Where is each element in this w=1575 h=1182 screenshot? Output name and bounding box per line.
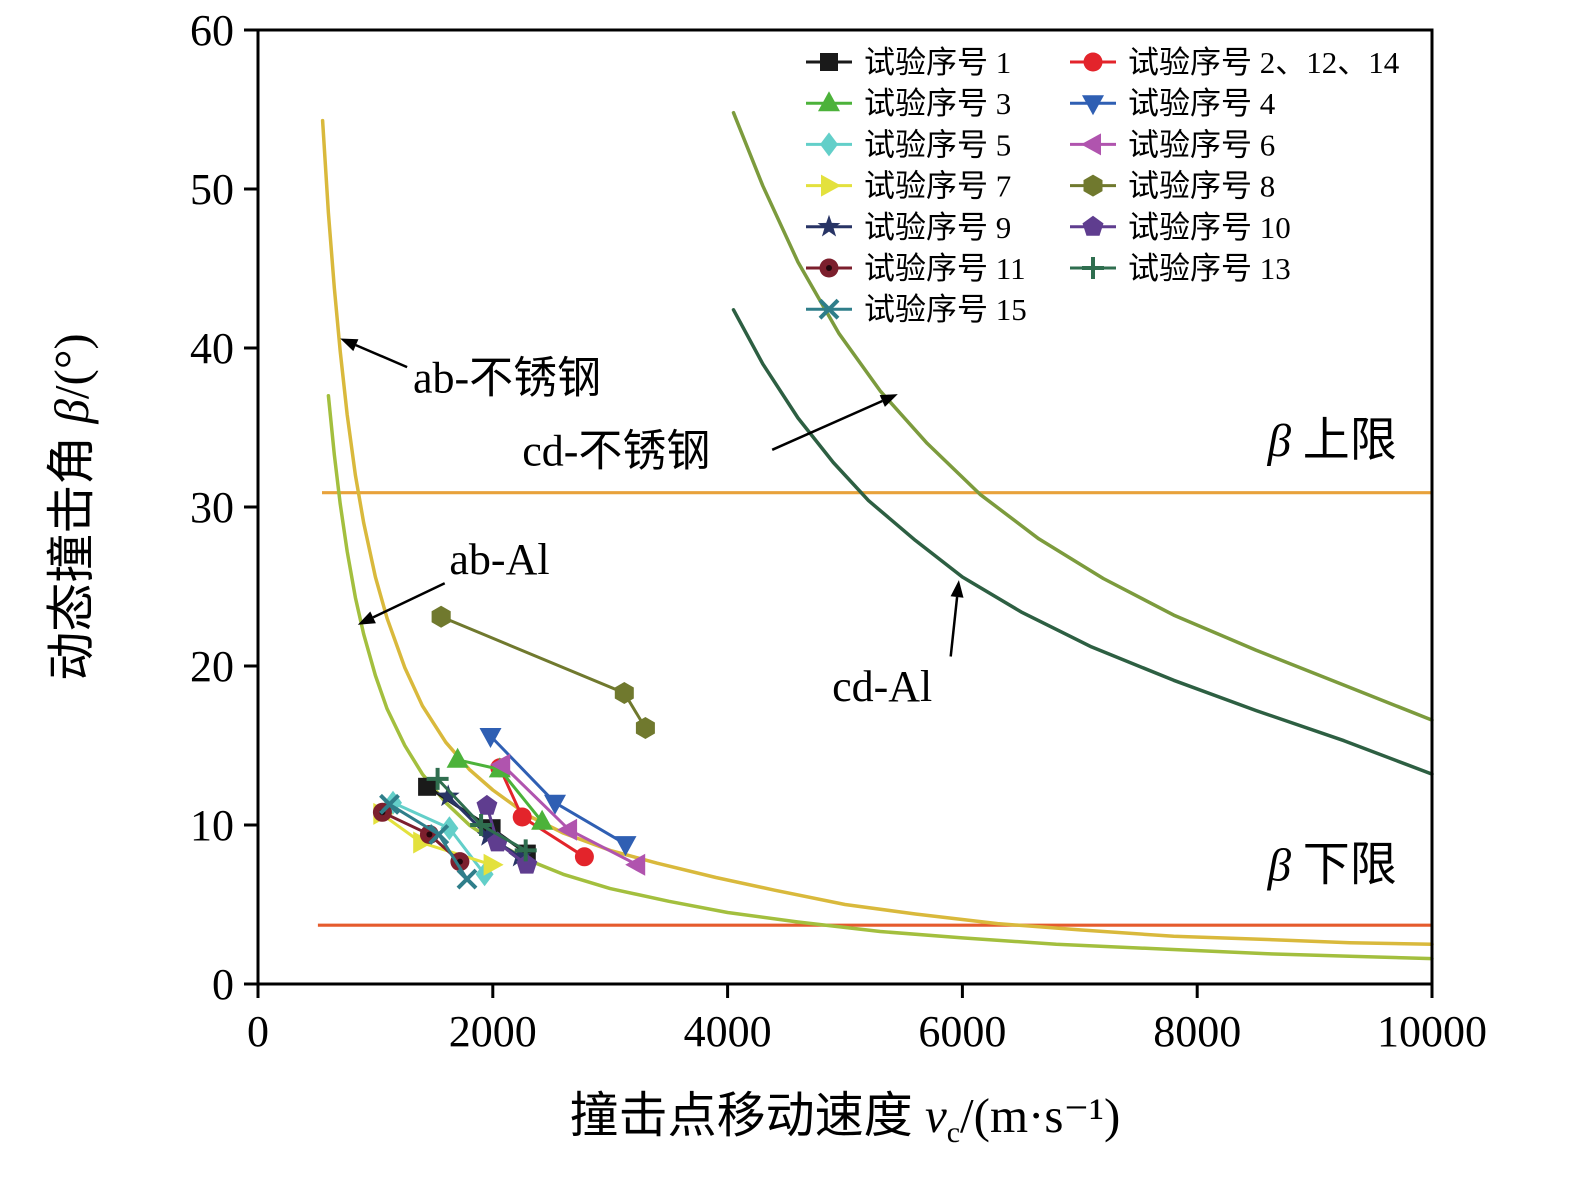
- x-tick-label: 4000: [684, 1007, 772, 1056]
- y-tick-label: 50: [190, 165, 234, 214]
- series-10: [476, 794, 538, 874]
- y-tick-label: 10: [190, 801, 234, 850]
- legend-label: 试验序号 9: [864, 210, 1011, 245]
- annotation-label: cd-不锈钢: [522, 427, 710, 476]
- legend-label: 试验序号 3: [864, 86, 1011, 121]
- annotation-label: ab-不锈钢: [413, 354, 601, 403]
- legend-label: 试验序号 2、12、14: [1128, 45, 1400, 80]
- legend-item-11: 试验序号 11: [806, 251, 1026, 286]
- x-tick-label: 2000: [449, 1007, 537, 1056]
- legend-item-9: 试验序号 9: [806, 210, 1011, 245]
- legend-item-6: 试验序号 6: [1070, 127, 1275, 162]
- legend-item-7: 试验序号 7: [806, 169, 1011, 204]
- legend-item-3: 试验序号 3: [806, 86, 1011, 121]
- legend-label: 试验序号 13: [1128, 251, 1291, 286]
- legend-item-1: 试验序号 1: [806, 45, 1011, 80]
- limit-label: β 上限: [1267, 415, 1397, 467]
- series-8: [431, 605, 655, 739]
- legend-item-15: 试验序号 15: [806, 292, 1027, 327]
- curve-cd-stainless: [731, 110, 1434, 722]
- x-tick-label: 0: [247, 1007, 269, 1056]
- legend-label: 试验序号 1: [864, 45, 1011, 80]
- x-tick-label: 6000: [918, 1007, 1006, 1056]
- x-axis-label: 撞击点移动速度 vc/(m·s⁻¹): [570, 1088, 1121, 1149]
- curve-ab-stainless: [320, 118, 1434, 947]
- x-tick-label: 10000: [1377, 1007, 1487, 1056]
- y-axis-label: 动态撞击角 β/(°): [44, 333, 99, 681]
- legend-label: 试验序号 10: [1128, 210, 1291, 245]
- legend-item-10: 试验序号 10: [1070, 210, 1291, 245]
- legend-label: 试验序号 5: [864, 127, 1011, 162]
- legend-item-4: 试验序号 4: [1070, 86, 1276, 121]
- legend-label: 试验序号 11: [864, 251, 1026, 286]
- legend-label: 试验序号 15: [864, 292, 1027, 327]
- y-tick-label: 20: [190, 642, 234, 691]
- limit-label: β 下限: [1267, 840, 1397, 892]
- legend-label: 试验序号 7: [864, 169, 1011, 204]
- series-13: [426, 767, 537, 862]
- legend-item-8: 试验序号 8: [1070, 169, 1275, 204]
- annotation-label: cd-Al: [832, 662, 932, 711]
- y-tick-label: 30: [190, 483, 234, 532]
- series-4: [479, 728, 637, 857]
- legend-item-5: 试验序号 5: [806, 127, 1011, 162]
- series-6: [490, 753, 646, 876]
- x-tick-label: 8000: [1153, 1007, 1241, 1056]
- legend-label: 试验序号 4: [1128, 86, 1276, 121]
- y-tick-label: 60: [190, 6, 234, 55]
- legend-label: 试验序号 6: [1128, 127, 1275, 162]
- legend-item-2-12-14: 试验序号 2、12、14: [1070, 45, 1400, 80]
- annotation-label: ab-Al: [449, 535, 549, 584]
- series-15: [379, 793, 478, 890]
- legend-item-13: 试验序号 13: [1070, 251, 1291, 286]
- y-tick-label: 40: [190, 324, 234, 373]
- legend-label: 试验序号 8: [1128, 169, 1275, 204]
- y-tick-label: 0: [212, 960, 234, 1009]
- curve-cd-al: [731, 308, 1434, 776]
